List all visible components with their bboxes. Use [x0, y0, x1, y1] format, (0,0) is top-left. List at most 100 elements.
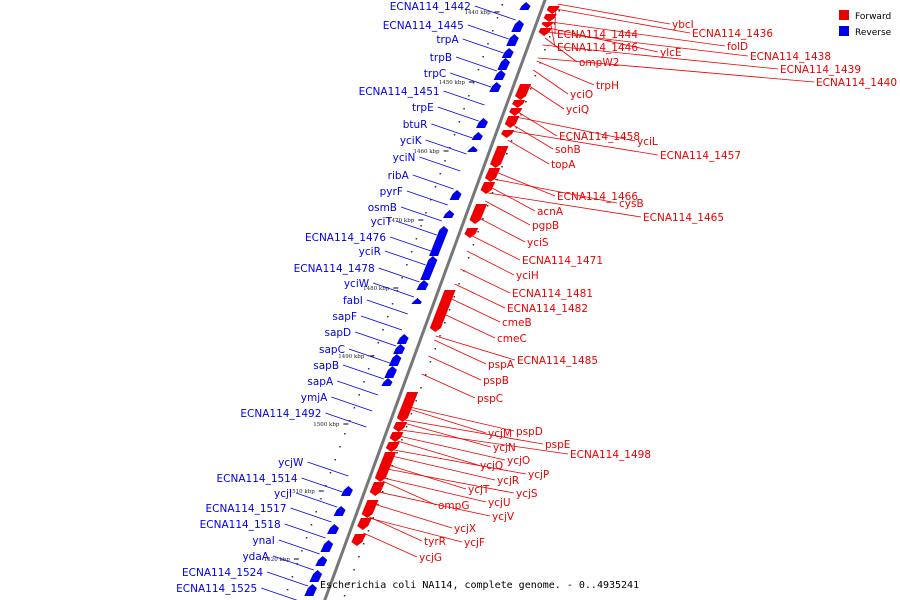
reverse-gene-feature — [476, 118, 488, 128]
reverse-gene-label: sapD — [324, 327, 351, 339]
reverse-gene-label: ydaA — [242, 551, 269, 563]
forward-gene-label: ycjQ — [480, 460, 503, 472]
grid-dot — [325, 485, 327, 487]
grid-dot — [372, 355, 375, 357]
forward-gene-label: ycjX — [454, 523, 476, 535]
grid-dot — [296, 563, 298, 565]
legend-reverse-swatch — [839, 26, 849, 36]
grid-dot — [458, 283, 460, 285]
reverse-gene-leader — [384, 250, 426, 266]
forward-gene-leader — [536, 60, 595, 86]
reverse-gene-leader — [325, 412, 367, 428]
forward-gene-feature — [464, 228, 479, 238]
forward-gene-leader — [398, 435, 506, 461]
forward-gene-label: ECNA114_1481 — [512, 288, 593, 300]
label-layer: ECNA114_1442 ECNA114_1445 trpA trpB trpC ECNA… — [176, 1, 897, 595]
reverse-gene-leader — [331, 396, 373, 412]
forward-gene-feature — [351, 534, 367, 546]
forward-gene-label: trpH — [596, 80, 619, 92]
grid-dot — [501, 166, 503, 168]
forward-gene-leader — [490, 186, 536, 212]
grid-dot — [534, 75, 537, 77]
grid-dot — [320, 498, 322, 500]
reverse-gene-leader — [355, 331, 397, 347]
reverse-gene-feature — [497, 58, 510, 70]
forward-gene-leader — [493, 178, 618, 204]
grid-dot — [344, 433, 346, 435]
forward-gene-leader — [373, 503, 453, 529]
grid-dot — [286, 589, 289, 591]
forward-gene-leader — [382, 480, 437, 506]
grid-dot — [420, 225, 422, 227]
forward-gene-feature — [512, 100, 526, 108]
forward-gene-label: ycjF — [464, 537, 485, 549]
reverse-gene-feature — [320, 540, 334, 552]
grid-dot — [358, 556, 360, 558]
forward-gene-leader — [512, 124, 554, 150]
grid-dot — [424, 374, 427, 376]
reverse-gene-label: yciN — [393, 152, 416, 164]
scale-tick-label: 1460 kbp — [413, 149, 440, 155]
reverse-gene-label: yciK — [400, 135, 423, 147]
reverse-gene-leader — [307, 461, 349, 477]
forward-gene-label: ECNA114_1466 — [557, 191, 638, 203]
grid-dot — [482, 56, 484, 58]
grid-dot — [382, 491, 384, 493]
grid-dot — [482, 218, 484, 220]
forward-gene-leader — [409, 406, 515, 432]
forward-gene-label: ycjN — [493, 442, 516, 454]
forward-gene-leader — [510, 130, 659, 156]
scale-tick-label: 1440 kbp — [464, 10, 491, 16]
forward-gene-label: ECNA114_1457 — [660, 150, 741, 162]
scale-tick-label: 1480 kbp — [363, 286, 390, 292]
grid-dot — [382, 329, 384, 331]
reverse-gene-feature — [411, 298, 422, 304]
forward-gene-leader — [478, 217, 526, 243]
grid-dot — [429, 199, 432, 201]
forward-gene-label: ycjR — [497, 475, 519, 487]
grid-dot — [468, 95, 470, 97]
reverse-gene-label: trpB — [430, 52, 452, 64]
grid-dot — [405, 426, 408, 428]
forward-gene-feature — [357, 518, 372, 530]
grid-dot — [472, 82, 475, 84]
reverse-gene-label: ECNA114_1442 — [390, 1, 471, 13]
reverse-gene-feature — [333, 506, 346, 516]
grid-dot — [396, 452, 398, 454]
forward-gene-leader — [428, 355, 482, 381]
reverse-gene-feature — [489, 82, 502, 92]
forward-gene-feature — [515, 84, 532, 100]
forward-gene-label: ECNA114_1439 — [780, 64, 861, 76]
reverse-gene-feature — [384, 366, 397, 378]
grid-dot — [444, 322, 446, 324]
reverse-gene-leader — [337, 380, 379, 396]
reverse-gene-feature — [381, 378, 393, 386]
grid-dot — [353, 407, 356, 409]
reverse-gene-label: sapA — [307, 376, 334, 388]
forward-gene-feature — [480, 182, 496, 194]
grid-dot — [301, 550, 303, 552]
forward-gene-leader — [421, 373, 476, 399]
forward-gene-label: ycjM — [488, 428, 512, 440]
reverse-gene-leader — [301, 477, 343, 493]
grid-dot — [362, 543, 365, 545]
reverse-gene-leader — [290, 507, 332, 523]
forward-gene-label: ECNA114_1438 — [750, 51, 831, 63]
grid-dot — [501, 4, 504, 6]
forward-gene-feature — [389, 432, 404, 442]
grid-dot — [429, 361, 432, 363]
reverse-gene-label: ECNA114_1478 — [294, 263, 375, 275]
forward-gene-leader — [449, 297, 501, 323]
forward-gene-leader — [378, 491, 491, 517]
grid-dot — [434, 186, 437, 188]
forward-gene-label: acnA — [537, 206, 564, 218]
forward-gene-label: topA — [551, 159, 576, 171]
forward-gene-label: yciS — [527, 237, 549, 249]
reverse-gene-label: ECNA114_1518 — [200, 519, 281, 531]
grid-dot — [377, 504, 379, 506]
forward-gene-feature — [490, 146, 509, 168]
grid-dot — [387, 316, 389, 318]
map-caption: Escherichia coli NA114, complete genome.… — [320, 580, 639, 591]
forward-gene-leader — [555, 8, 691, 34]
forward-gene-label: ylcE — [660, 47, 682, 59]
